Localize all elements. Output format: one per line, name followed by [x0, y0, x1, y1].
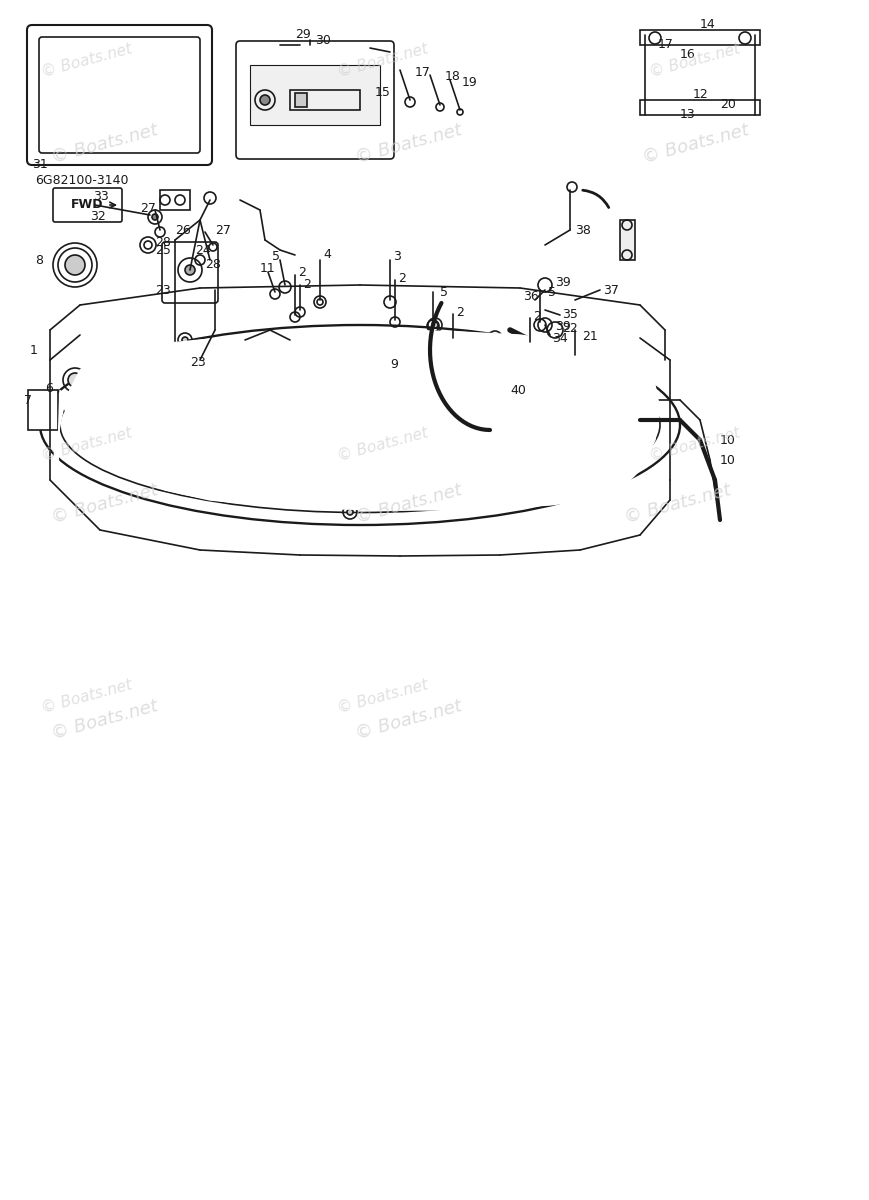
Text: 21: 21 — [582, 330, 598, 342]
Bar — [250, 65, 380, 125]
Text: 26: 26 — [175, 223, 191, 236]
Circle shape — [182, 337, 188, 343]
Text: 13: 13 — [680, 108, 696, 121]
Text: 16: 16 — [680, 48, 696, 61]
Text: 25: 25 — [155, 244, 171, 257]
Bar — [160, 190, 190, 210]
Circle shape — [65, 254, 85, 275]
Text: © Boats.net: © Boats.net — [40, 425, 134, 463]
Text: 39: 39 — [555, 320, 571, 334]
Text: 38: 38 — [575, 223, 591, 236]
Text: 10: 10 — [720, 454, 736, 467]
Text: FWD: FWD — [70, 198, 103, 211]
Text: 11: 11 — [260, 262, 275, 275]
Bar — [640, 100, 760, 115]
Text: © Boats.net: © Boats.net — [40, 677, 134, 715]
Text: 40: 40 — [510, 384, 526, 396]
Text: 36: 36 — [523, 290, 539, 304]
Bar — [290, 90, 360, 110]
Text: 27: 27 — [215, 223, 231, 236]
Text: 35: 35 — [562, 308, 578, 322]
Text: 5: 5 — [272, 250, 280, 263]
Text: 27: 27 — [140, 202, 156, 215]
Text: 17: 17 — [658, 38, 673, 52]
Text: © Boats.net: © Boats.net — [648, 425, 742, 463]
Text: © Boats.net: © Boats.net — [353, 121, 464, 167]
Circle shape — [185, 265, 195, 275]
Text: 6: 6 — [45, 382, 53, 395]
Text: 31: 31 — [32, 158, 48, 172]
Circle shape — [53, 242, 97, 287]
Text: © Boats.net: © Boats.net — [622, 481, 733, 527]
Text: © Boats.net: © Boats.net — [49, 121, 160, 167]
Text: © Boats.net: © Boats.net — [648, 41, 742, 79]
Text: 4: 4 — [323, 248, 331, 262]
Text: 30: 30 — [315, 34, 331, 47]
Text: 17: 17 — [415, 66, 431, 78]
Text: 34: 34 — [552, 331, 567, 344]
Polygon shape — [50, 330, 660, 600]
FancyBboxPatch shape — [53, 188, 122, 222]
FancyBboxPatch shape — [162, 242, 218, 302]
Text: 10: 10 — [720, 433, 736, 446]
Bar — [620, 220, 635, 260]
Text: 12: 12 — [693, 89, 709, 102]
Text: 8: 8 — [35, 253, 43, 266]
Text: 22: 22 — [562, 322, 578, 335]
Circle shape — [492, 335, 498, 341]
Text: 28: 28 — [155, 236, 171, 250]
Bar — [28, 390, 58, 430]
FancyBboxPatch shape — [236, 41, 394, 158]
Text: © Boats.net: © Boats.net — [335, 677, 429, 715]
Text: 7: 7 — [24, 394, 32, 407]
Text: © Boats.net: © Boats.net — [353, 697, 464, 743]
Circle shape — [552, 347, 558, 353]
Text: 2: 2 — [456, 306, 464, 318]
Text: 39: 39 — [555, 276, 571, 289]
Text: 23: 23 — [190, 355, 206, 368]
Text: 14: 14 — [700, 18, 716, 31]
Circle shape — [152, 214, 158, 220]
Circle shape — [242, 341, 248, 347]
Text: © Boats.net: © Boats.net — [49, 481, 160, 527]
Text: 15: 15 — [375, 85, 391, 98]
Text: 33: 33 — [93, 191, 109, 204]
Text: 6G82100-3140: 6G82100-3140 — [35, 174, 129, 186]
Circle shape — [347, 509, 353, 515]
Text: 2: 2 — [533, 310, 541, 323]
Text: 37: 37 — [603, 283, 619, 296]
Text: 9: 9 — [390, 359, 398, 372]
Text: 20: 20 — [720, 98, 736, 112]
Text: 23: 23 — [155, 283, 170, 296]
Text: 32: 32 — [90, 210, 106, 223]
Text: 5: 5 — [440, 287, 448, 300]
Circle shape — [597, 362, 603, 368]
Circle shape — [432, 322, 438, 328]
Text: © Boats.net: © Boats.net — [335, 425, 429, 463]
Text: © Boats.net: © Boats.net — [335, 41, 429, 79]
Circle shape — [260, 95, 270, 104]
Circle shape — [142, 361, 148, 367]
Text: 19: 19 — [462, 76, 478, 89]
Text: 2: 2 — [303, 277, 311, 290]
Text: © Boats.net: © Boats.net — [353, 481, 464, 527]
Text: 2: 2 — [298, 265, 306, 278]
Bar — [295, 92, 307, 107]
Bar — [640, 30, 760, 44]
Circle shape — [370, 352, 390, 372]
Text: 2: 2 — [398, 271, 406, 284]
Text: © Boats.net: © Boats.net — [640, 121, 751, 167]
Text: 18: 18 — [445, 71, 461, 84]
Text: 24: 24 — [195, 244, 211, 257]
Text: 1: 1 — [30, 343, 38, 356]
Text: 28: 28 — [205, 258, 221, 270]
Text: 5: 5 — [548, 286, 556, 299]
Circle shape — [68, 373, 82, 386]
Circle shape — [317, 299, 323, 305]
Text: 3: 3 — [393, 251, 401, 264]
Text: 29: 29 — [295, 29, 311, 42]
Text: © Boats.net: © Boats.net — [40, 41, 134, 79]
Text: © Boats.net: © Boats.net — [49, 697, 160, 743]
